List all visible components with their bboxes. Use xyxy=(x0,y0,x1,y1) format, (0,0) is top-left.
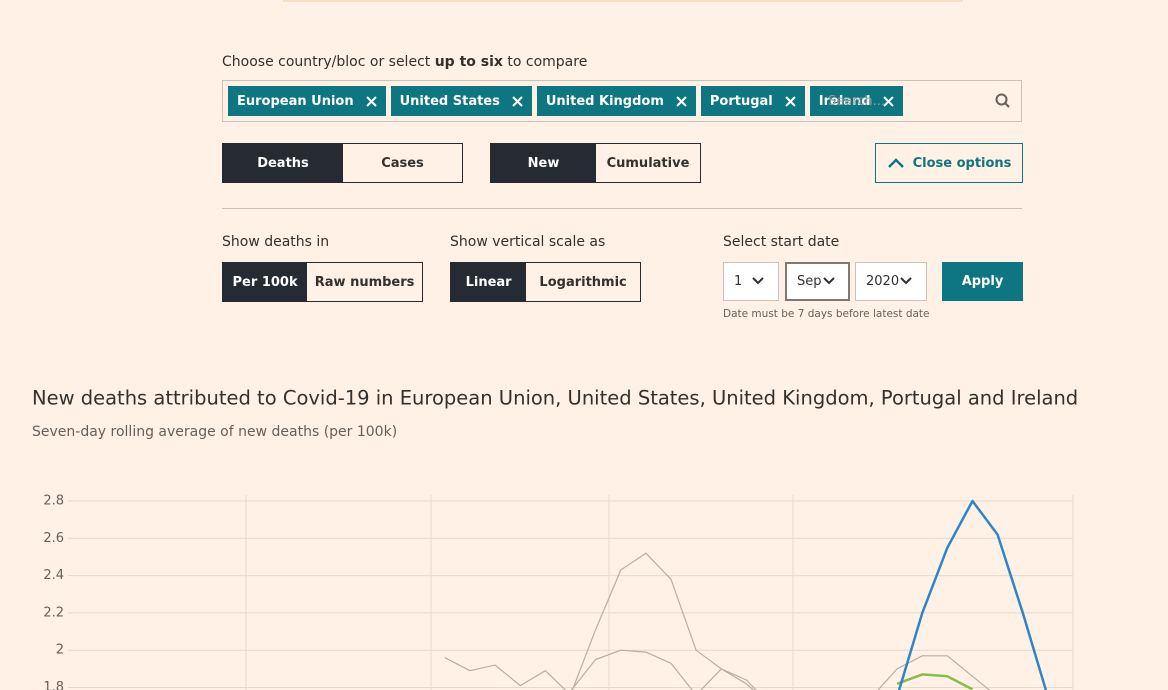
series-line xyxy=(570,649,755,690)
y-tick-label: 1.8 xyxy=(43,680,64,690)
select-value: 2020 xyxy=(866,274,900,289)
select-value: Sep xyxy=(797,274,822,289)
y-tick-label: 2.2 xyxy=(43,605,64,620)
remove-icon[interactable] xyxy=(512,95,523,107)
unit-toggle: Per 100k Raw numbers xyxy=(222,262,423,302)
divider xyxy=(222,208,1022,209)
tag-label: United Kingdom xyxy=(545,93,664,109)
chevron-up xyxy=(887,158,904,168)
plot xyxy=(444,499,1048,690)
date-hint: Date must be 7 days before latest date xyxy=(723,308,930,320)
day-select[interactable]: 1 xyxy=(723,262,779,301)
prompt-bold: up to six xyxy=(434,54,503,70)
country-tag[interactable]: United States xyxy=(390,86,532,116)
metric-toggle: Deaths Cases xyxy=(222,143,463,183)
y-tick-label: 2.6 xyxy=(43,531,64,546)
toggle-button[interactable]: Deaths xyxy=(223,144,343,182)
field-label: Show vertical scale as xyxy=(450,234,606,250)
search-box: European Union United States United Kingdo… xyxy=(222,80,1022,122)
tag-label: Ireland xyxy=(818,93,871,109)
series-line xyxy=(444,552,991,690)
remove-icon[interactable] xyxy=(676,95,687,107)
chevron xyxy=(900,277,912,285)
y-tick-label: 2 xyxy=(56,643,64,658)
close-options[interactable]: Close options xyxy=(875,143,1023,183)
toggle-button[interactable]: Cumulative xyxy=(596,144,700,182)
y-tick-label: 2.8 xyxy=(43,494,64,509)
search-icon[interactable] xyxy=(995,93,1011,109)
month-select[interactable]: Sep xyxy=(785,262,850,301)
remove-icon[interactable] xyxy=(785,95,796,107)
tag-label: United States xyxy=(399,93,500,109)
toggle-button[interactable]: Cases xyxy=(343,144,462,182)
toggle-button[interactable]: New xyxy=(491,144,596,182)
series-line xyxy=(896,673,974,690)
toggle-button[interactable]: Logarithmic xyxy=(526,263,640,301)
mode-toggle: New Cumulative xyxy=(490,143,701,183)
apply-button[interactable]: Apply xyxy=(942,262,1023,301)
toggle-button[interactable]: Raw numbers xyxy=(307,263,422,301)
country-tag[interactable]: United Kingdom xyxy=(536,86,696,116)
chart-subtitle: Seven-day rolling average of new deaths … xyxy=(32,424,397,440)
chart-title: New deaths attributed to Covid-19 in Eur… xyxy=(32,387,1078,410)
remove-icon[interactable] xyxy=(365,95,377,107)
toggle-button[interactable]: Linear xyxy=(451,263,527,301)
y-tick-label: 2.4 xyxy=(43,568,64,583)
remove-icon[interactable] xyxy=(882,95,894,107)
top-bar xyxy=(283,0,963,2)
tag-label: European Union xyxy=(237,93,354,109)
chevron xyxy=(823,277,835,285)
field-label: Show deaths in xyxy=(222,234,330,250)
series-line xyxy=(897,499,1048,690)
chevron xyxy=(752,277,764,285)
field-label: Select start date xyxy=(723,234,840,250)
vertical-grid xyxy=(245,495,1074,690)
scale-toggle: Linear Logarithmic xyxy=(450,262,641,302)
prompt-text: Choose country/bloc or select xyxy=(222,54,431,70)
prompt: Choose country/bloc or select up to six … xyxy=(222,54,587,70)
country-tag[interactable]: Portugal xyxy=(700,86,805,116)
search-input[interactable]: Search... xyxy=(828,94,886,109)
prompt-text: to compare xyxy=(507,54,588,70)
country-tag[interactable]: European Union xyxy=(228,86,386,116)
close-options-label: Close options xyxy=(912,155,1012,171)
year-select[interactable]: 2020 xyxy=(855,262,927,301)
country-tag[interactable]: Ireland xyxy=(809,86,903,116)
tag-label: Portugal xyxy=(709,93,773,109)
tag-list: European Union United States United Kingdo… xyxy=(228,86,903,116)
toggle-button[interactable]: Per 100k xyxy=(223,263,308,301)
select-value: 1 xyxy=(734,274,743,289)
